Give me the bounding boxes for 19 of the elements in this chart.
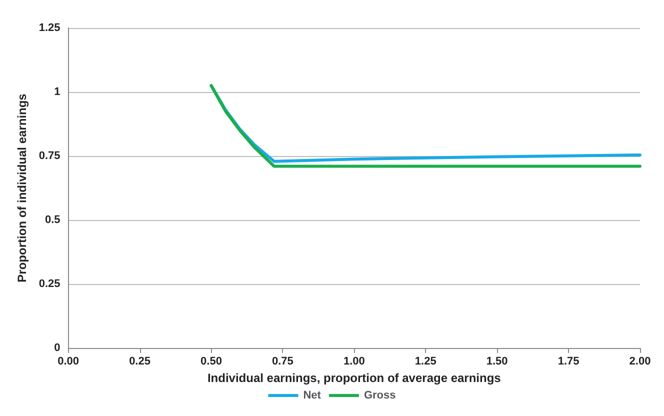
y-tick-label: 1.25	[38, 22, 60, 34]
x-tick-label: 1.75	[558, 356, 580, 368]
y-axis-title: Proportion of individual earnings	[15, 93, 29, 282]
x-tick-label: 0.25	[129, 356, 150, 368]
y-tick-label: 1	[54, 86, 60, 98]
y-tick-label: 0.5	[45, 214, 60, 226]
x-tick-label: 0.50	[200, 356, 222, 368]
x-tick-label: 0.00	[58, 356, 80, 368]
x-tick-label: 2.00	[629, 356, 651, 368]
legend-label: Gross	[364, 390, 396, 402]
x-tick-label: 1.50	[486, 356, 508, 368]
y-tick-label: 0	[54, 342, 60, 354]
x-tick-label: 1.00	[343, 356, 365, 368]
y-tick-label: 0.25	[38, 278, 60, 290]
legend-label: Net	[303, 390, 322, 402]
y-tick-label: 0.75	[38, 150, 60, 162]
x-tick-label: 1.25	[414, 356, 436, 368]
x-axis-title: Individual earnings, proportion of average earnings	[207, 370, 502, 385]
x-tick-label: 0.75	[272, 356, 294, 368]
